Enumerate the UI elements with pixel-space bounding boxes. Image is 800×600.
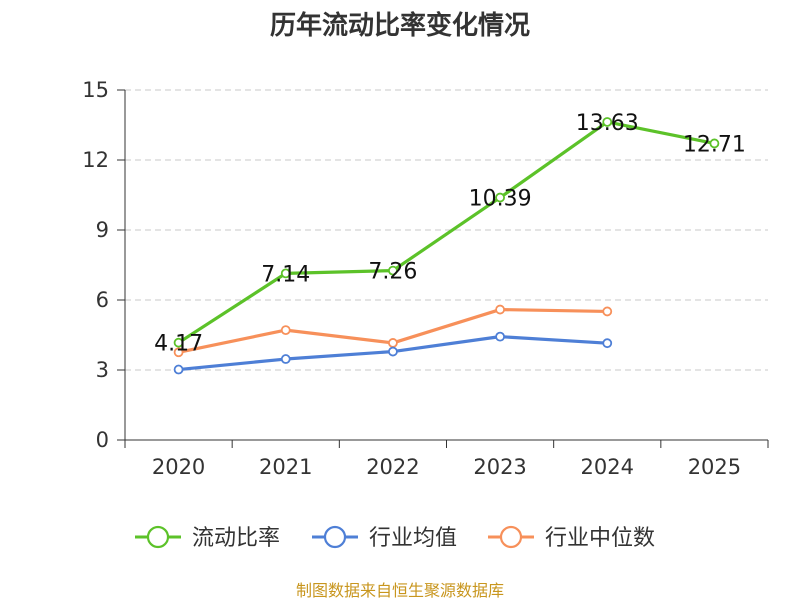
data-point bbox=[388, 338, 398, 348]
legend-label: 行业中位数 bbox=[545, 526, 655, 551]
series-1 bbox=[173, 331, 613, 375]
legend-label: 行业均值 bbox=[369, 526, 457, 551]
data-point bbox=[173, 337, 184, 348]
series-0 bbox=[173, 117, 720, 348]
data-label: 7.26 bbox=[368, 260, 417, 285]
series-2 bbox=[173, 304, 613, 358]
x-tick-label: 2021 bbox=[259, 455, 312, 479]
y-tick-label: 15 bbox=[82, 78, 109, 102]
x-tick-label: 2020 bbox=[152, 455, 205, 479]
data-point bbox=[602, 306, 613, 317]
y-tick-label: 0 bbox=[96, 428, 109, 452]
y-tick-label: 9 bbox=[96, 218, 109, 242]
series-line bbox=[177, 120, 715, 345]
y-tick-label: 12 bbox=[82, 148, 109, 172]
axes: 0 3 6 9 12 15 2020 2021 2022 2023 2024 2025 bbox=[82, 78, 769, 479]
data-label: 4.17 bbox=[154, 332, 203, 357]
legend-marker bbox=[323, 525, 347, 549]
data-label: 7.14 bbox=[261, 262, 310, 287]
x-tick-label: 2024 bbox=[581, 455, 634, 479]
data-point bbox=[709, 138, 720, 149]
x-tick-label: 2022 bbox=[366, 455, 419, 479]
data-point bbox=[173, 364, 184, 375]
chart-title: 历年流动比率变化情况 bbox=[270, 10, 530, 41]
data-point bbox=[602, 338, 613, 349]
data-label: 10.39 bbox=[469, 187, 532, 212]
data-label: 12.71 bbox=[683, 132, 746, 157]
legend-item-2: 行业中位数 bbox=[488, 525, 655, 551]
legend-item-1: 行业均值 bbox=[312, 525, 457, 551]
data-point bbox=[280, 268, 291, 279]
data-point bbox=[388, 346, 398, 357]
legend-marker bbox=[146, 525, 170, 549]
data-label: 13.63 bbox=[576, 111, 639, 136]
x-tick-label: 2025 bbox=[688, 455, 741, 479]
data-point bbox=[280, 325, 291, 336]
x-tick-label: 2023 bbox=[473, 455, 526, 479]
legend-marker bbox=[499, 525, 523, 549]
legend: 流动比率 行业均值 行业中位数 bbox=[135, 525, 655, 551]
data-point bbox=[280, 354, 291, 364]
source-note: 制图数据来自恒生聚源数据库 bbox=[296, 581, 504, 600]
grid-lines bbox=[125, 89, 768, 371]
data-point bbox=[495, 331, 505, 342]
data-point bbox=[173, 347, 184, 358]
data-point bbox=[388, 265, 398, 276]
data-point bbox=[602, 117, 613, 127]
data-labels: 4.17 7.14 7.26 10.39 13.63 12.71 bbox=[154, 111, 746, 357]
y-tick-label: 6 bbox=[96, 288, 109, 312]
data-point bbox=[495, 192, 505, 203]
y-tick-label: 3 bbox=[96, 358, 109, 382]
legend-item-0: 流动比率 bbox=[135, 525, 280, 551]
legend-label: 流动比率 bbox=[192, 526, 280, 551]
data-point bbox=[495, 304, 505, 315]
series-layer bbox=[173, 117, 720, 375]
